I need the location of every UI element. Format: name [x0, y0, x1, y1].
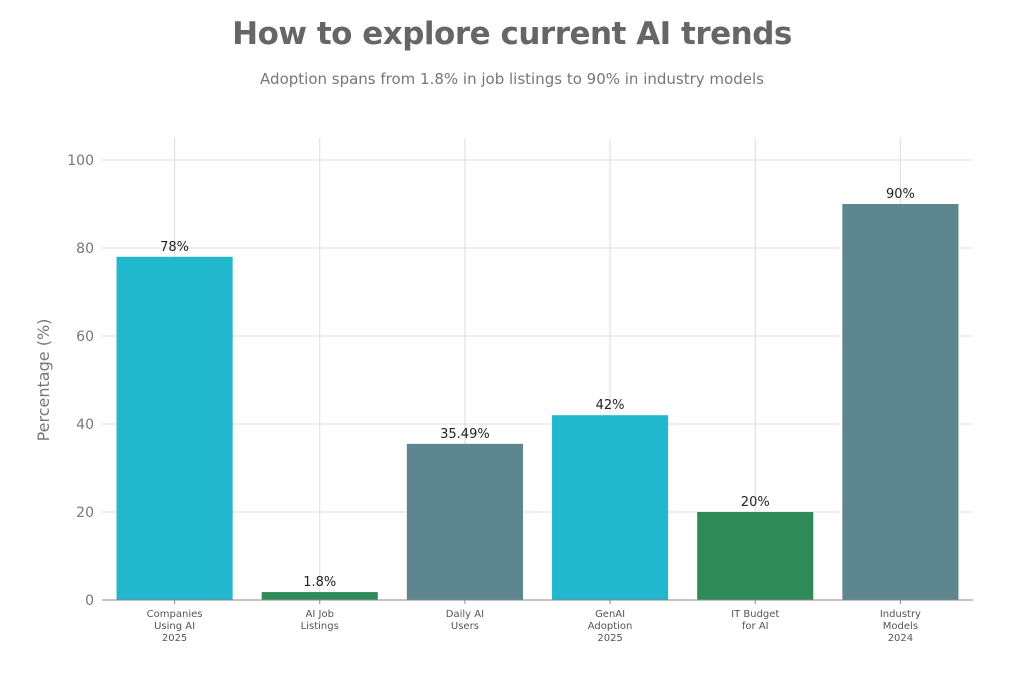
bar [552, 415, 669, 600]
y-tick-label: 80 [76, 241, 94, 257]
data-label: 78% [160, 240, 189, 255]
y-tick-label: 20 [76, 505, 94, 521]
x-tick-label: Companies Using AI 2025 [147, 609, 203, 644]
x-tick-label: GenAI Adoption 2025 [588, 609, 633, 644]
bar [116, 256, 233, 600]
bar [697, 512, 814, 600]
data-label: 20% [741, 495, 770, 510]
labels: 0 20 40 60 80 100 78% Companies Using AI 2025 1.8%… [67, 153, 973, 644]
x-tick-label: IT Budget for AI [731, 609, 779, 632]
x-tick-label: AI Job Listings [301, 609, 339, 632]
y-axis-label: Percentage (%) [34, 319, 53, 442]
bar [261, 592, 378, 600]
data-label: 35.49% [440, 427, 490, 442]
x-tick-label: Industry Models 2024 [880, 609, 921, 644]
bar [406, 443, 523, 600]
x-tick-label: Daily AI Users [446, 609, 484, 632]
data-label: 1.8% [303, 575, 336, 590]
y-tick-label: 0 [85, 593, 94, 609]
bars [116, 204, 959, 600]
y-tick-label: 40 [76, 417, 94, 433]
data-label: 90% [886, 187, 915, 202]
chart-title: How to explore current AI trends [232, 16, 792, 52]
y-tick-label: 60 [76, 329, 94, 345]
bar [842, 204, 959, 600]
chart-subtitle: Adoption spans from 1.8% in job listings… [260, 70, 764, 88]
y-tick-label: 100 [67, 153, 94, 169]
data-label: 42% [596, 398, 625, 413]
